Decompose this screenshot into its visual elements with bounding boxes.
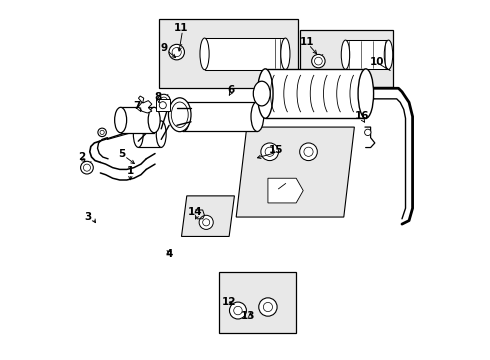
Text: 10: 10 [370, 57, 385, 67]
Text: 6: 6 [227, 85, 235, 95]
Bar [121, 107, 154, 133]
Text: 16: 16 [355, 112, 369, 121]
Ellipse shape [253, 81, 270, 106]
Text: 11: 11 [299, 37, 314, 47]
Ellipse shape [156, 121, 166, 147]
Circle shape [234, 306, 242, 315]
Bar [219, 272, 296, 333]
Circle shape [100, 130, 104, 135]
Polygon shape [236, 127, 354, 217]
Circle shape [259, 298, 277, 316]
Text: 4: 4 [166, 249, 173, 259]
Circle shape [159, 102, 166, 109]
Ellipse shape [172, 102, 188, 127]
Bar [300, 30, 393, 86]
Text: 5: 5 [119, 149, 126, 158]
Circle shape [203, 219, 210, 226]
Bar [159, 19, 298, 88]
Text: 12: 12 [222, 297, 236, 307]
Polygon shape [181, 196, 234, 237]
Ellipse shape [200, 38, 209, 70]
Ellipse shape [177, 102, 190, 131]
Polygon shape [139, 96, 152, 113]
Circle shape [365, 129, 371, 136]
Circle shape [83, 164, 91, 171]
Circle shape [315, 57, 322, 65]
Ellipse shape [169, 98, 191, 132]
Text: 9: 9 [161, 43, 168, 53]
Text: 8: 8 [154, 92, 161, 102]
Ellipse shape [281, 38, 290, 70]
Circle shape [229, 302, 246, 319]
Text: 2: 2 [78, 152, 86, 162]
Circle shape [265, 147, 274, 156]
Text: 11: 11 [173, 23, 188, 33]
Circle shape [172, 48, 181, 57]
Ellipse shape [133, 121, 143, 147]
Circle shape [80, 161, 93, 174]
Ellipse shape [251, 102, 264, 131]
Ellipse shape [258, 69, 273, 118]
Ellipse shape [384, 40, 392, 69]
Circle shape [169, 44, 184, 60]
Text: 7: 7 [133, 101, 140, 111]
Bar [265, 69, 366, 118]
Text: 3: 3 [84, 212, 92, 222]
Circle shape [98, 128, 106, 136]
Text: 13: 13 [241, 311, 256, 321]
Bar [345, 40, 389, 69]
Polygon shape [268, 178, 303, 203]
Ellipse shape [341, 40, 350, 69]
Circle shape [304, 147, 313, 156]
Circle shape [157, 94, 170, 107]
Circle shape [199, 215, 213, 229]
Circle shape [160, 97, 168, 104]
Circle shape [261, 143, 278, 161]
Bar [156, 99, 170, 111]
Ellipse shape [115, 107, 126, 133]
Ellipse shape [358, 69, 373, 118]
Bar [183, 102, 257, 131]
Text: 1: 1 [127, 166, 134, 176]
Circle shape [263, 302, 272, 312]
Circle shape [312, 54, 325, 68]
Circle shape [300, 143, 318, 161]
Bar [204, 38, 285, 70]
Text: 15: 15 [269, 145, 283, 155]
Bar [138, 121, 161, 147]
Text: 14: 14 [188, 207, 203, 217]
Ellipse shape [148, 107, 160, 133]
